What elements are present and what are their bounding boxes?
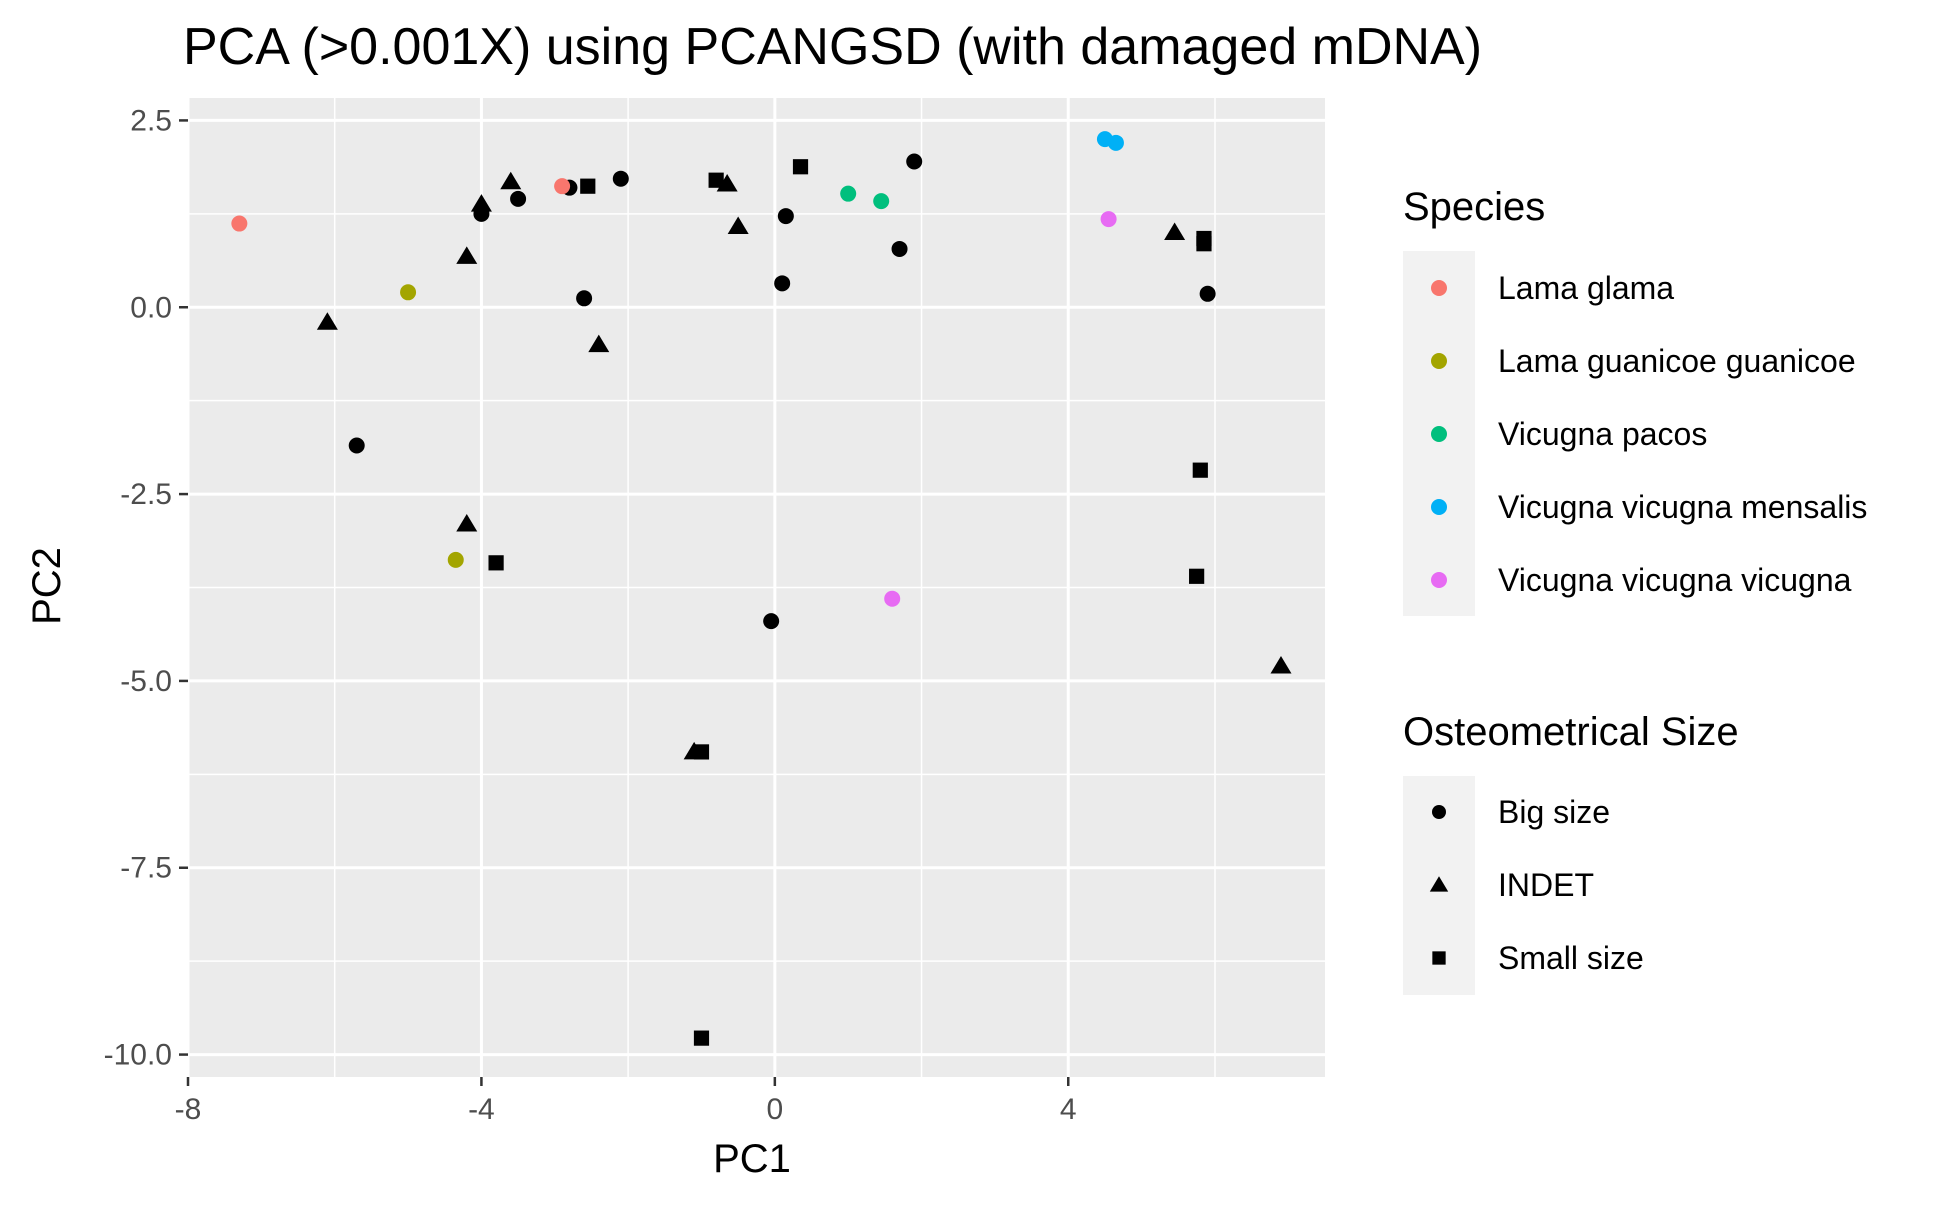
data-point	[456, 513, 478, 532]
data-point	[400, 284, 417, 301]
data-point	[1192, 462, 1208, 478]
data-point	[1270, 655, 1292, 674]
y-axis-title: PC2	[25, 547, 69, 625]
x-tick-label: -4	[468, 1093, 495, 1126]
data-point	[456, 246, 478, 264]
data-point	[1189, 568, 1205, 584]
species-legend-key	[1431, 280, 1447, 296]
data-point	[763, 613, 780, 630]
size-legend-label: INDET	[1498, 867, 1594, 903]
species-legend-key	[1431, 353, 1447, 369]
data-point	[612, 170, 629, 187]
species-legend-label: Lama glama	[1498, 270, 1674, 306]
y-tick-label: -10.0	[104, 1039, 172, 1072]
data-point	[884, 590, 901, 607]
data-point	[588, 334, 610, 353]
data-point	[510, 190, 527, 207]
species-legend-key	[1431, 426, 1447, 442]
y-tick-label: 0.0	[130, 291, 172, 324]
species-legend-key	[1431, 499, 1447, 515]
data-point	[1164, 222, 1186, 241]
species-legend-label: Lama guanicoe guanicoe	[1498, 343, 1856, 379]
x-axis-title: PC1	[713, 1137, 791, 1181]
data-point	[470, 194, 492, 212]
data-point	[348, 437, 365, 454]
data-point	[727, 216, 749, 235]
y-tick-label: -2.5	[120, 478, 172, 511]
size-legend: Osteometrical Size Big size INDET Small siz…	[1403, 710, 1739, 995]
species-legend-key	[1431, 572, 1447, 588]
size-legend-key	[1429, 876, 1449, 892]
plot-panel	[186, 98, 1325, 1077]
species-legend-title: Species	[1403, 185, 1545, 229]
data-point	[580, 178, 596, 194]
size-legend-label: Small size	[1498, 940, 1644, 976]
data-point	[840, 185, 857, 202]
data-point	[1199, 285, 1216, 302]
data-point	[576, 290, 593, 307]
data-point	[1107, 134, 1124, 151]
species-legend-label: Vicugna pacos	[1498, 416, 1707, 452]
species-legend-label: Vicugna vicugna mensalis	[1498, 489, 1867, 525]
data-point	[316, 312, 338, 330]
size-legend-label: Big size	[1498, 794, 1610, 830]
data-point	[891, 240, 908, 257]
data-points	[231, 131, 1292, 1046]
chart-title: PCA (>0.001X) using PCANGSD (with damage…	[183, 18, 1482, 76]
x-tick-label: 0	[766, 1093, 783, 1126]
data-point	[792, 159, 809, 175]
data-point	[447, 551, 464, 568]
data-point	[554, 178, 571, 195]
data-point	[873, 193, 890, 210]
data-point	[774, 275, 791, 292]
size-legend-key	[1432, 951, 1446, 965]
x-tick-label: -8	[175, 1093, 202, 1126]
species-legend-label: Vicugna vicugna vicugna	[1498, 562, 1852, 598]
data-point	[1196, 236, 1212, 252]
data-point	[906, 153, 923, 170]
data-point	[500, 171, 522, 190]
data-point	[693, 1030, 710, 1046]
data-point	[777, 208, 794, 225]
y-tick-label: 2.5	[130, 104, 172, 137]
y-tick-label: -5.0	[120, 665, 172, 698]
axes: -8 -4 0 4 2.5 0.0 -2.5 -5.0 -7.5 -10.0	[104, 104, 1077, 1126]
data-point	[231, 215, 248, 232]
size-legend-title: Osteometrical Size	[1403, 710, 1739, 754]
data-point	[1100, 211, 1117, 228]
x-tick-label: 4	[1060, 1093, 1077, 1126]
species-legend: Species Lama glama Lama guanicoe guanicoe V…	[1403, 185, 1867, 616]
data-point	[708, 172, 724, 188]
size-legend-key	[1432, 805, 1446, 819]
data-point	[693, 744, 710, 760]
y-tick-label: -7.5	[120, 852, 172, 885]
data-point	[488, 555, 504, 571]
